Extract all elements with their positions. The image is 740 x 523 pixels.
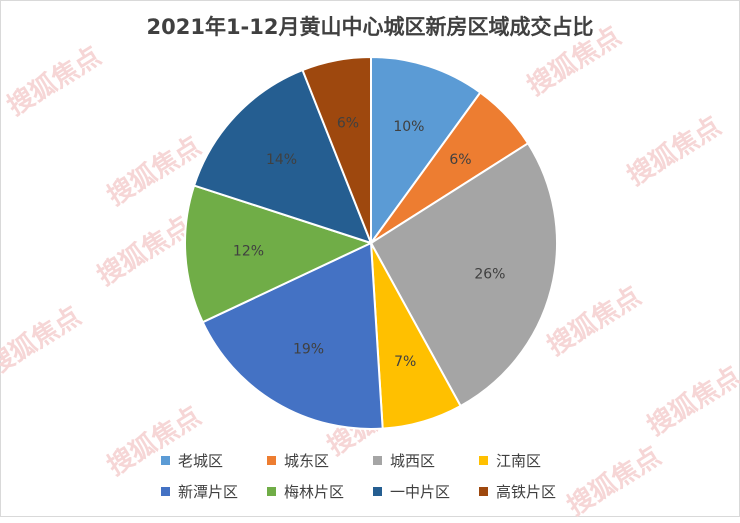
pie-slice-6 [184, 184, 374, 324]
chart-title: 2021年1-12月黄山中心城区新房区域成交占比 [146, 15, 594, 39]
slice-data-label-1: 10% [393, 119, 424, 135]
legend-item-8: 高铁片区 [479, 481, 579, 502]
slice-data-label-6: 12% [233, 244, 264, 260]
legend-item-1: 老城区 [161, 450, 261, 471]
legend-label-6: 梅林片区 [284, 483, 345, 501]
pie-slice-3 [369, 141, 558, 408]
legend-label-2: 城东区 [284, 452, 330, 470]
legend-label-3: 城西区 [390, 452, 436, 470]
legend-swatch-4 [479, 456, 488, 465]
legend-item-5: 新潭片区 [161, 481, 261, 502]
legend-item-4: 江南区 [479, 450, 579, 471]
legend-swatch-7 [373, 487, 382, 496]
legend-label-1: 老城区 [178, 452, 224, 470]
slice-data-label-4: 7% [394, 354, 416, 370]
legend-item-2: 城东区 [267, 450, 367, 471]
legend-item-3: 城西区 [373, 450, 473, 471]
legend-item-6: 梅林片区 [267, 481, 367, 502]
legend-swatch-2 [267, 456, 276, 465]
legend-swatch-8 [479, 487, 488, 496]
pie-slice-7 [192, 68, 373, 245]
slice-data-label-8: 6% [337, 115, 359, 131]
legend-label-8: 高铁片区 [496, 483, 557, 501]
legend-swatch-3 [373, 456, 382, 465]
pie-slice-8 [301, 55, 372, 244]
legend-label-7: 一中片区 [390, 483, 451, 501]
legend-label-4: 江南区 [496, 452, 542, 470]
slice-data-label-7: 14% [266, 152, 297, 168]
legend-swatch-5 [161, 487, 170, 496]
slice-data-label-3: 26% [474, 267, 505, 283]
legend-swatch-1 [161, 456, 170, 465]
legend: 老城区 城东区 城西区 江南区新潭片区 梅林片区 一中片区 高铁片区 [161, 450, 591, 502]
pie-slice-1 [370, 55, 482, 247]
legend-label-5: 新潭片区 [178, 483, 239, 501]
slice-data-label-2: 6% [449, 152, 471, 168]
legend-swatch-6 [267, 487, 276, 496]
pie-plot: 10% 6% 26% 7% 19% 12% 14% 6% [184, 55, 558, 430]
slice-data-label-5: 19% [293, 342, 324, 358]
legend-item-7: 一中片区 [373, 481, 473, 502]
pie-slice-5 [201, 241, 384, 430]
